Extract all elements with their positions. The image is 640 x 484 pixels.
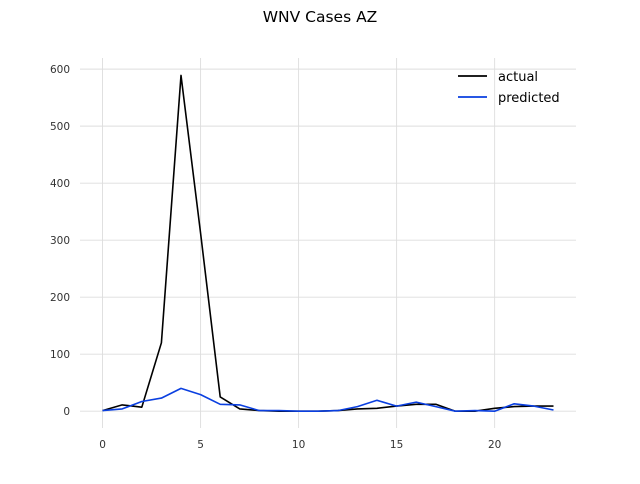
series-lines [102, 74, 554, 413]
x-tick-label: 0 [99, 439, 106, 451]
x-tick-label: 15 [390, 439, 403, 451]
legend-label-actual: actual [498, 70, 538, 85]
x-tick-label: 20 [488, 439, 501, 451]
chart-title: WNV Cases AZ [263, 8, 378, 26]
y-tick-label: 0 [63, 406, 70, 418]
y-tick-label: 600 [50, 64, 70, 76]
y-tick-label: 300 [50, 235, 70, 247]
y-tick-label: 100 [50, 349, 70, 361]
x-tick-label: 10 [292, 439, 305, 451]
y-tick-label: 400 [50, 178, 70, 190]
y-tick-label: 500 [50, 121, 70, 133]
grid [80, 58, 576, 428]
y-tick-label: 200 [50, 292, 70, 304]
legend-label-predicted: predicted [498, 91, 560, 106]
x-tick-label: 5 [197, 439, 204, 451]
series-line-predicted [102, 387, 554, 413]
legend: actual predicted [458, 70, 560, 106]
